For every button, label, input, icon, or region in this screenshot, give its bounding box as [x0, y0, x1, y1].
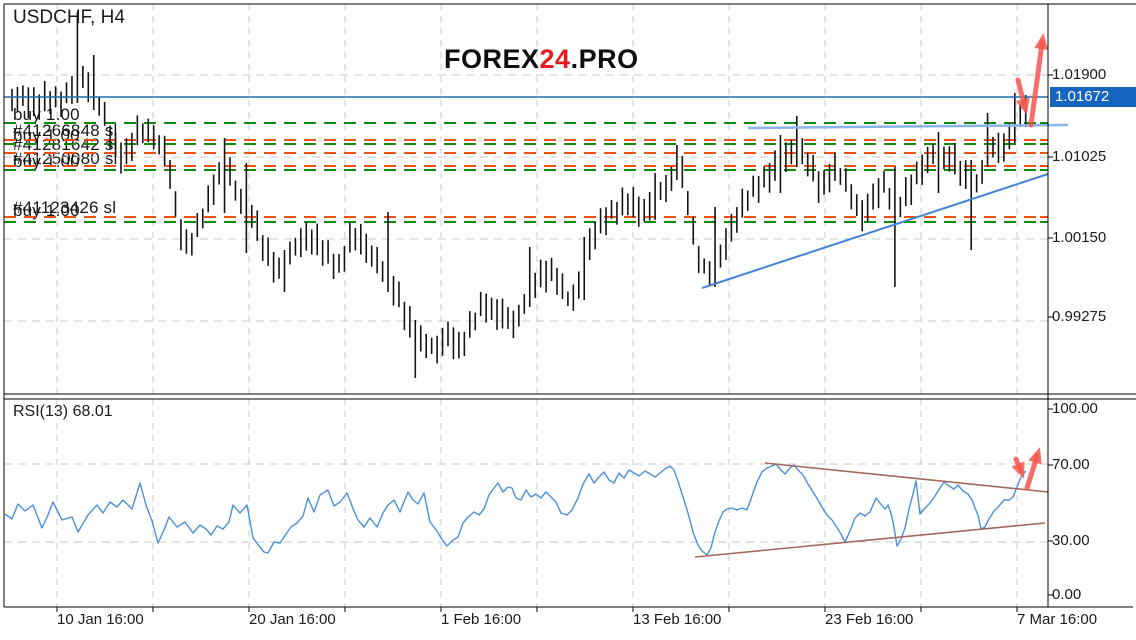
brand-text-forex: FOREX [444, 44, 540, 74]
time-axis-label: 13 Feb 16:00 [633, 611, 722, 628]
rsi-axis-label: 30.00 [1052, 532, 1090, 549]
price-axis-label: 0.99275 [1052, 308, 1107, 325]
signal-arrow-head [1034, 33, 1049, 50]
signal-arrow-shaft [1028, 39, 1045, 128]
rsi-wedge-line [764, 462, 1049, 493]
rsi-indicator-label: RSI(13) 68.01 [13, 403, 113, 420]
rsi-axis-label: 0.00 [1052, 586, 1082, 603]
brand-text-24: 24 [539, 44, 571, 74]
order-label: buy 1.00 [13, 201, 80, 220]
time-axis-label: 23 Feb 16:00 [825, 611, 914, 628]
time-axis-label: 10 Jan 16:00 [57, 611, 144, 628]
trend-line [701, 173, 1049, 289]
order-label: #41266848 sl [13, 121, 118, 140]
order-label: #41123426 sl [13, 198, 117, 217]
price-axis-label: 1.01900 [1052, 66, 1107, 83]
brand-text-pro: .PRO [570, 44, 639, 74]
trend-line [747, 123, 1069, 130]
rsi-axis-label: 100.00 [1052, 400, 1098, 417]
rsi-line [4, 463, 1027, 556]
time-axis-label: 20 Jan 16:00 [249, 611, 336, 628]
price-axis-label: 1.01025 [1052, 148, 1107, 165]
rsi-axis-label: 70.00 [1052, 456, 1090, 473]
symbol-title: USDCHF, H4 [13, 7, 125, 28]
rsi-wedge-line [694, 522, 1046, 558]
price-axis-label: 1.00150 [1052, 229, 1107, 246]
signal-arrow-head [1011, 461, 1025, 479]
order-label: buy 1.00 [13, 105, 80, 124]
current-price-tag: 1.01672 [1050, 87, 1136, 107]
brand-watermark: FOREX24.PRO [444, 44, 639, 75]
signal-arrow-head [1028, 447, 1042, 465]
signal-arrow-head [1016, 97, 1030, 115]
time-axis-label: 1 Feb 16:00 [441, 611, 522, 628]
time-axis-label: 7 Mar 16:00 [1017, 611, 1098, 628]
